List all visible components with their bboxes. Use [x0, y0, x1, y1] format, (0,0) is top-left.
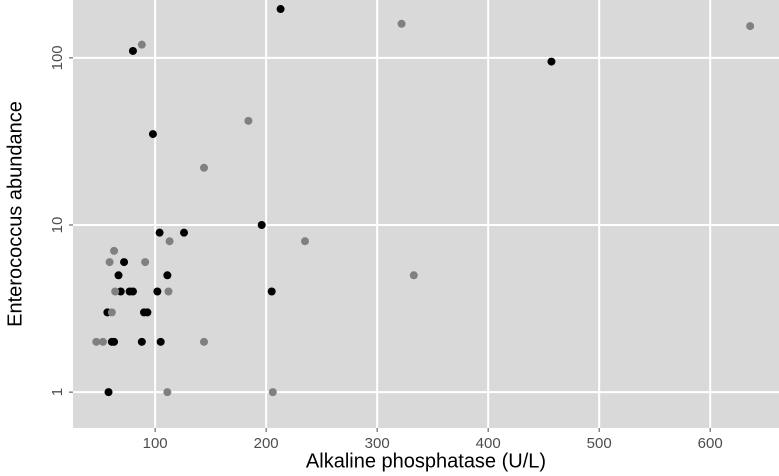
x-tick-label: 600: [698, 435, 723, 452]
point: [268, 388, 277, 397]
point: [141, 258, 150, 267]
point: [137, 337, 146, 346]
x-tick-label: 100: [143, 435, 168, 452]
point: [128, 287, 137, 296]
y-axis-title: Enterococcus abundance: [4, 101, 26, 327]
point: [165, 237, 174, 246]
point: [199, 163, 208, 172]
x-tick-label: 400: [476, 435, 501, 452]
point: [301, 237, 310, 246]
point: [409, 271, 418, 280]
point: [276, 5, 285, 14]
point: [267, 287, 276, 296]
y-tick-label: 10: [49, 217, 66, 234]
point: [107, 308, 116, 317]
point: [148, 130, 157, 139]
point: [120, 258, 129, 267]
plot-background: [73, 0, 779, 428]
point: [143, 308, 152, 317]
point: [257, 221, 266, 230]
point: [110, 246, 119, 255]
y-tick-label: 100: [49, 45, 66, 70]
point: [156, 337, 165, 346]
x-tick-label: 300: [365, 435, 390, 452]
x-axis-title: Alkaline phosphatase (U/L): [306, 450, 546, 472]
point: [128, 46, 137, 55]
point: [114, 271, 123, 280]
point: [163, 271, 172, 280]
point: [397, 19, 406, 28]
y-tick-label: 1: [49, 388, 66, 396]
point: [244, 116, 253, 125]
point: [153, 287, 162, 296]
point: [199, 337, 208, 346]
point: [92, 337, 101, 346]
point: [137, 40, 146, 49]
point: [105, 258, 114, 267]
point: [746, 22, 755, 31]
point: [164, 287, 173, 296]
point: [111, 287, 120, 296]
point: [180, 228, 189, 237]
point: [110, 337, 119, 346]
point: [98, 337, 107, 346]
x-tick-label: 200: [254, 435, 279, 452]
point: [116, 287, 125, 296]
x-tick-label: 500: [587, 435, 612, 452]
point: [155, 228, 164, 237]
point: [104, 388, 113, 397]
point: [163, 388, 172, 397]
point: [547, 57, 556, 66]
